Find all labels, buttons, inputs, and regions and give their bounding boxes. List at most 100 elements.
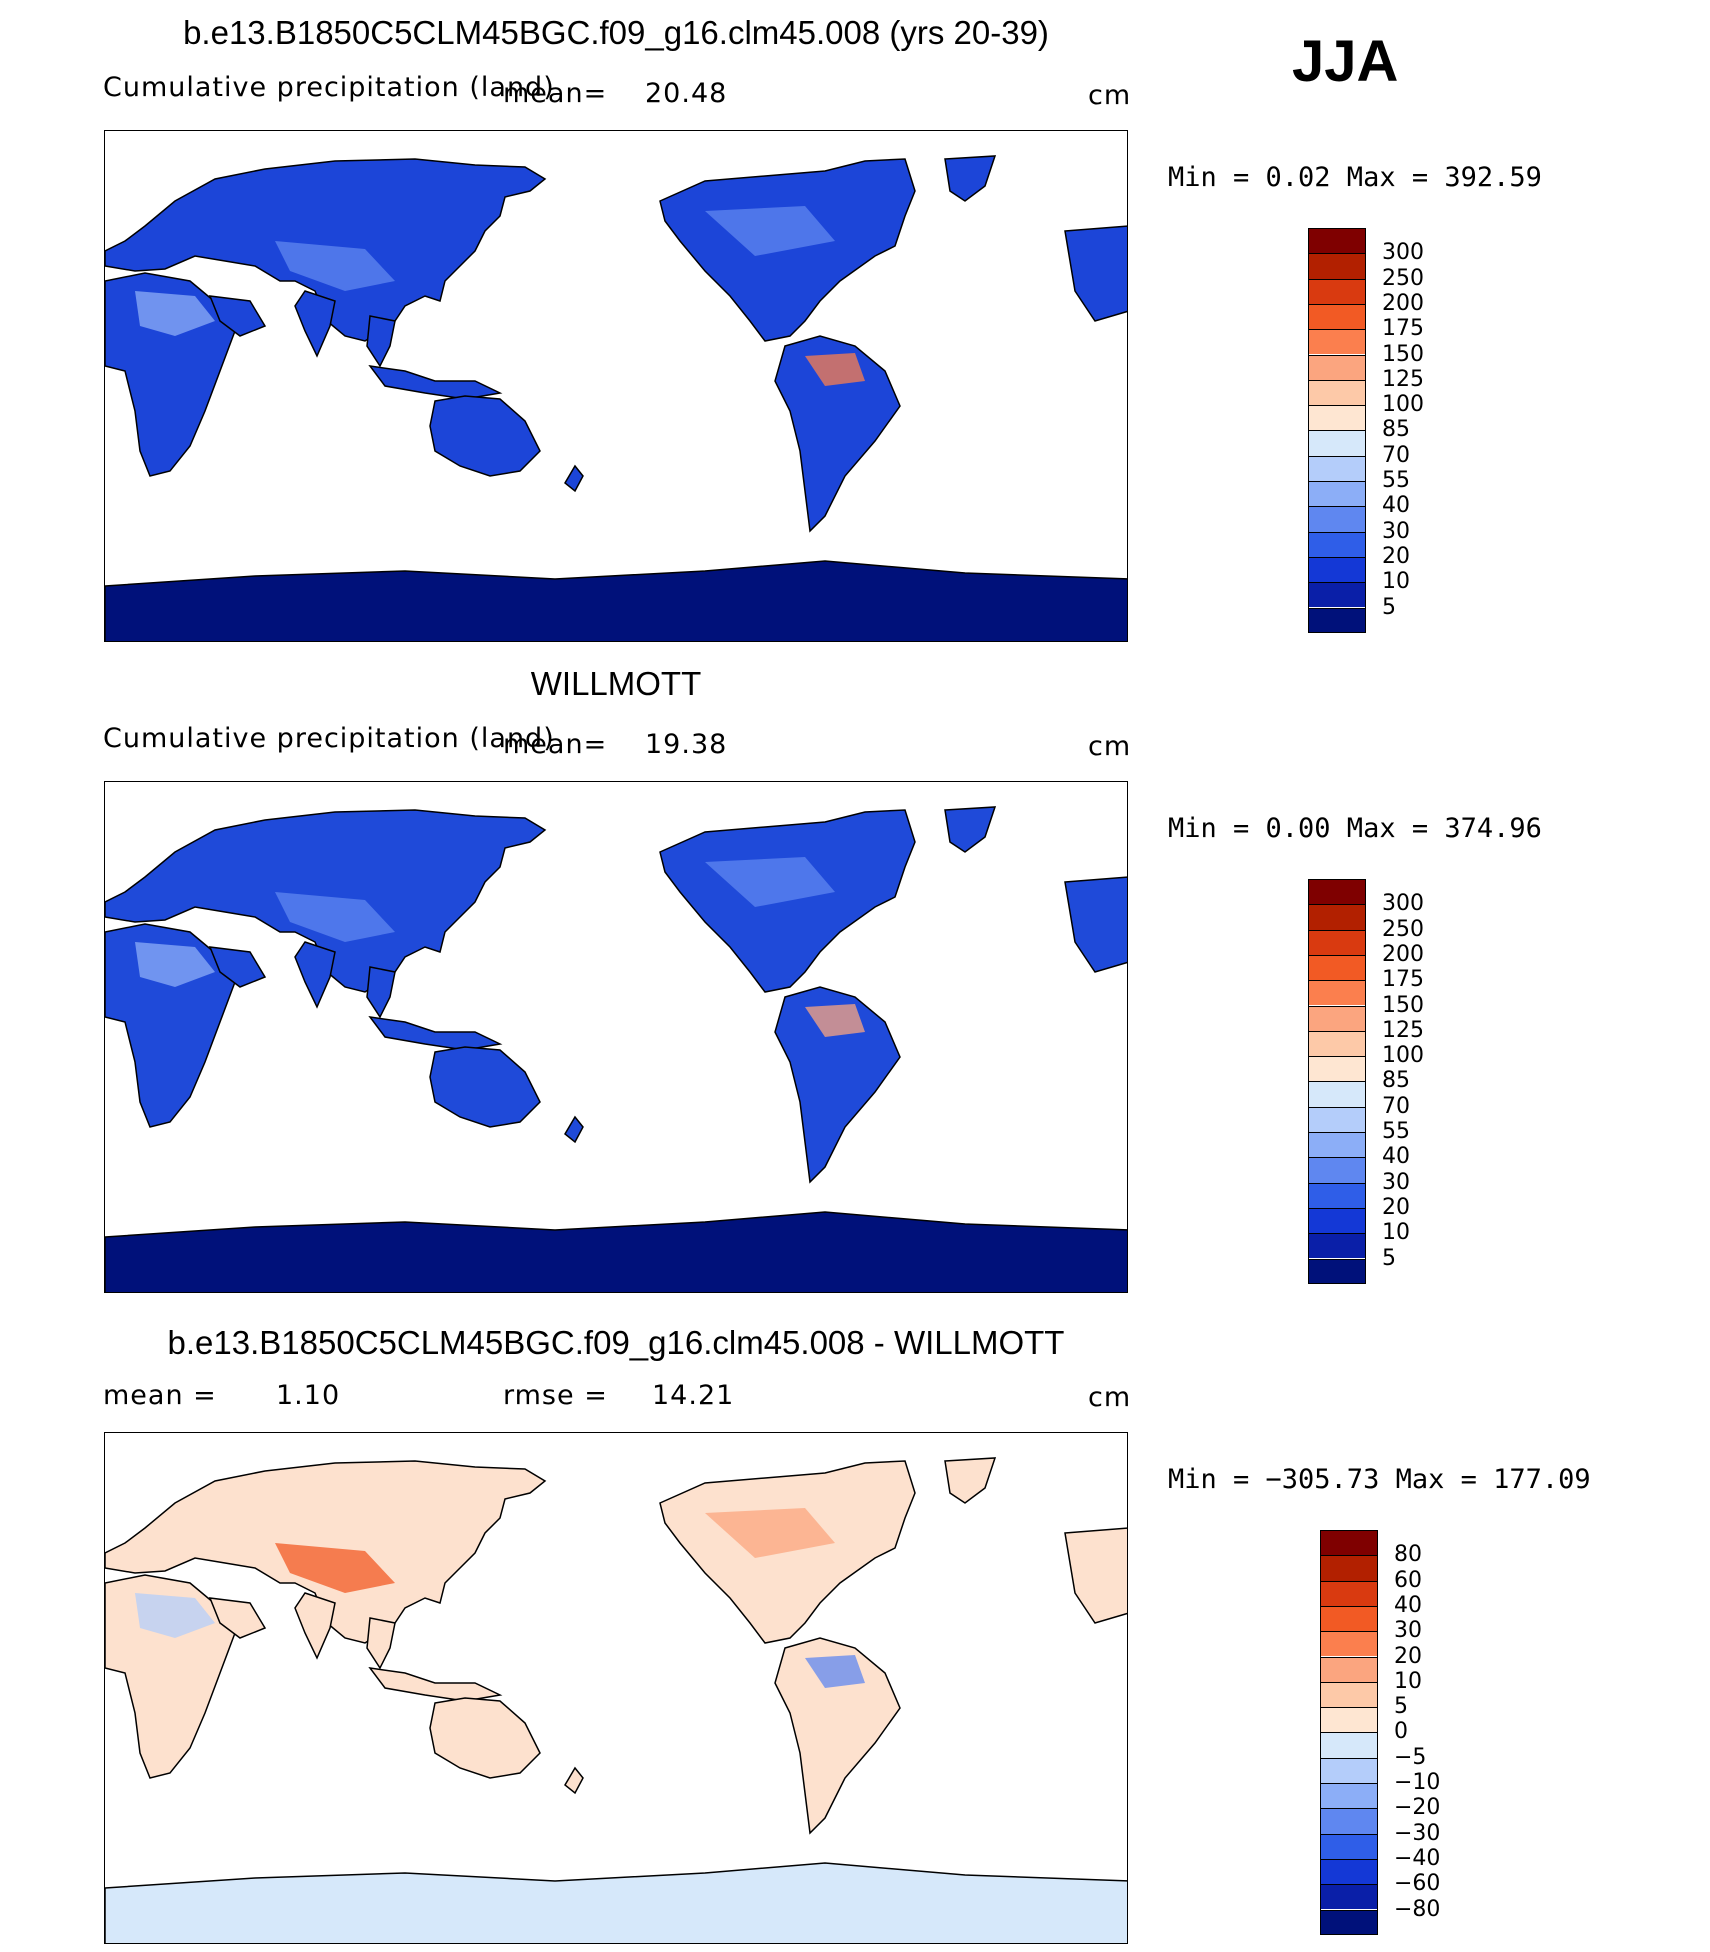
colorbar-swatch — [1320, 1580, 1378, 1606]
panel-3-landmasses — [105, 1457, 1127, 1943]
landmass-australia — [429, 395, 541, 477]
colorbar-swatch — [1320, 1909, 1378, 1935]
panel-1-variable-label: Cumulative precipitation (land) — [103, 72, 555, 103]
colorbar-tick-label: 40 — [1382, 1144, 1410, 1170]
landmass-north-america — [659, 158, 916, 342]
landmass-se-asia — [366, 1617, 396, 1670]
colorbar-swatch — [1308, 253, 1366, 279]
landmass-arabia — [208, 295, 267, 337]
colorbar-tick-label: 200 — [1382, 290, 1424, 316]
panel-3-min-max: Min = −305.73 Max = 177.09 — [1168, 1464, 1591, 1495]
colorbar-tick-label: −60 — [1394, 1871, 1441, 1897]
colorbar-tick-label: 40 — [1382, 493, 1410, 519]
field-shading — [275, 241, 395, 291]
colorbar-tick-label: 80 — [1394, 1542, 1422, 1568]
panel-3-rmse-label: rmse = — [503, 1380, 608, 1411]
field-shading — [275, 1543, 395, 1593]
colorbar-swatch — [1308, 1207, 1366, 1234]
colorbar-tick-label: −10 — [1394, 1770, 1441, 1795]
colorbar-swatch — [1320, 1833, 1378, 1859]
landmass-europe-east — [1064, 876, 1127, 973]
landmass-europe-east — [1064, 1527, 1127, 1624]
colorbar-tick-label: 175 — [1382, 316, 1424, 342]
colorbar-swatch — [1308, 303, 1366, 330]
colorbar-tick-label: 250 — [1382, 265, 1424, 291]
landmass-greenland — [944, 806, 997, 853]
landmass-nz — [564, 464, 584, 493]
panel-1-mean-label: mean= — [503, 78, 608, 109]
panel-1-title: b.e13.B1850C5CLM45BGC.f09_g16.clm45.008 … — [183, 14, 1049, 51]
colorbar-swatch — [1308, 405, 1366, 431]
colorbar-swatch — [1308, 455, 1366, 481]
colorbar-swatch — [1308, 879, 1366, 905]
colorbar-tick-label: 20 — [1382, 1194, 1410, 1220]
colorbar-tick-label: 100 — [1382, 392, 1424, 418]
colorbar-swatch — [1308, 980, 1366, 1006]
colorbar-tick-label: 5 — [1382, 1245, 1396, 1271]
panel-3-mean-label: mean = — [103, 1380, 217, 1411]
landmass-greenland — [944, 1457, 997, 1504]
landmass-south-america — [774, 986, 901, 1184]
landmass-antarctica — [105, 1862, 1127, 1943]
landmass-indonesia — [368, 365, 503, 400]
field-shading — [705, 1508, 835, 1558]
landmass-greenland — [944, 155, 997, 202]
colorbar-tick-label: 0 — [1394, 1719, 1408, 1745]
colorbar-swatch — [1308, 1182, 1366, 1208]
panel-3-mean-value: 1.10 — [276, 1380, 341, 1411]
field-shading — [805, 353, 865, 386]
colorbar-swatch — [1320, 1707, 1378, 1733]
colorbar-swatch — [1320, 1631, 1378, 1657]
colorbar-tick-label: −80 — [1394, 1896, 1441, 1922]
colorbar-swatch — [1320, 1783, 1378, 1809]
landmass-south-america — [774, 1637, 901, 1835]
colorbar-tick-label: 125 — [1382, 366, 1424, 392]
colorbar-tick-label: 250 — [1382, 916, 1424, 942]
colorbar-swatch — [1320, 1681, 1378, 1708]
panel-1-landmasses — [105, 155, 1127, 641]
colorbar-swatch — [1308, 1132, 1366, 1158]
season-label: JJA — [1292, 29, 1399, 94]
field-shading — [135, 291, 215, 336]
colorbar-tick-label: 85 — [1382, 1068, 1410, 1094]
panel-1-unit: cm — [1088, 80, 1132, 111]
colorbar-tick-label: 100 — [1382, 1043, 1424, 1069]
colorbar-tick-label: 5 — [1394, 1694, 1408, 1720]
panel-3-map — [104, 1432, 1128, 1944]
colorbar-tick-label: 85 — [1382, 417, 1410, 443]
panel-2-landmasses — [105, 806, 1127, 1292]
colorbar-tick-label: −20 — [1394, 1795, 1441, 1821]
colorbar-tick-label: 300 — [1382, 240, 1424, 266]
field-shading — [135, 1593, 215, 1638]
colorbar-swatch — [1308, 1233, 1366, 1259]
landmass-antarctica — [105, 560, 1127, 641]
panel-2-world-map — [105, 806, 1127, 1292]
colorbar-swatch — [1308, 1056, 1366, 1082]
colorbar-tick-label: 175 — [1382, 967, 1424, 993]
panel-3-title: b.e13.B1850C5CLM45BGC.f09_g16.clm45.008 … — [167, 1324, 1065, 1361]
colorbar-swatch — [1308, 954, 1366, 981]
panel-2-unit: cm — [1088, 731, 1132, 762]
panel-3-rmse-value: 14.21 — [652, 1380, 735, 1411]
landmass-antarctica — [105, 1211, 1127, 1292]
landmass-india — [294, 941, 336, 1009]
colorbar-tick-label: 300 — [1382, 891, 1424, 917]
landmass-se-asia — [366, 315, 396, 368]
colorbar-swatch — [1308, 329, 1366, 355]
colorbar-tick-label: 125 — [1382, 1017, 1424, 1043]
panel-2-map — [104, 781, 1128, 1293]
colorbar-swatch — [1308, 531, 1366, 557]
landmass-nz — [564, 1766, 584, 1795]
landmass-australia — [429, 1046, 541, 1128]
colorbar-tick-label: 40 — [1394, 1592, 1422, 1618]
colorbar-tick-label: 200 — [1382, 941, 1424, 967]
colorbar-swatch — [1308, 481, 1366, 507]
colorbar-swatch — [1320, 1732, 1378, 1758]
colorbar-swatch — [1320, 1656, 1378, 1682]
colorbar-swatch — [1308, 278, 1366, 304]
colorbar-tick-label: 5 — [1382, 594, 1396, 620]
colorbar-swatch — [1320, 1530, 1378, 1556]
colorbar-swatch — [1308, 1106, 1366, 1132]
colorbar-tick-label: 60 — [1394, 1567, 1422, 1593]
colorbar-tick-label: 10 — [1394, 1668, 1422, 1694]
